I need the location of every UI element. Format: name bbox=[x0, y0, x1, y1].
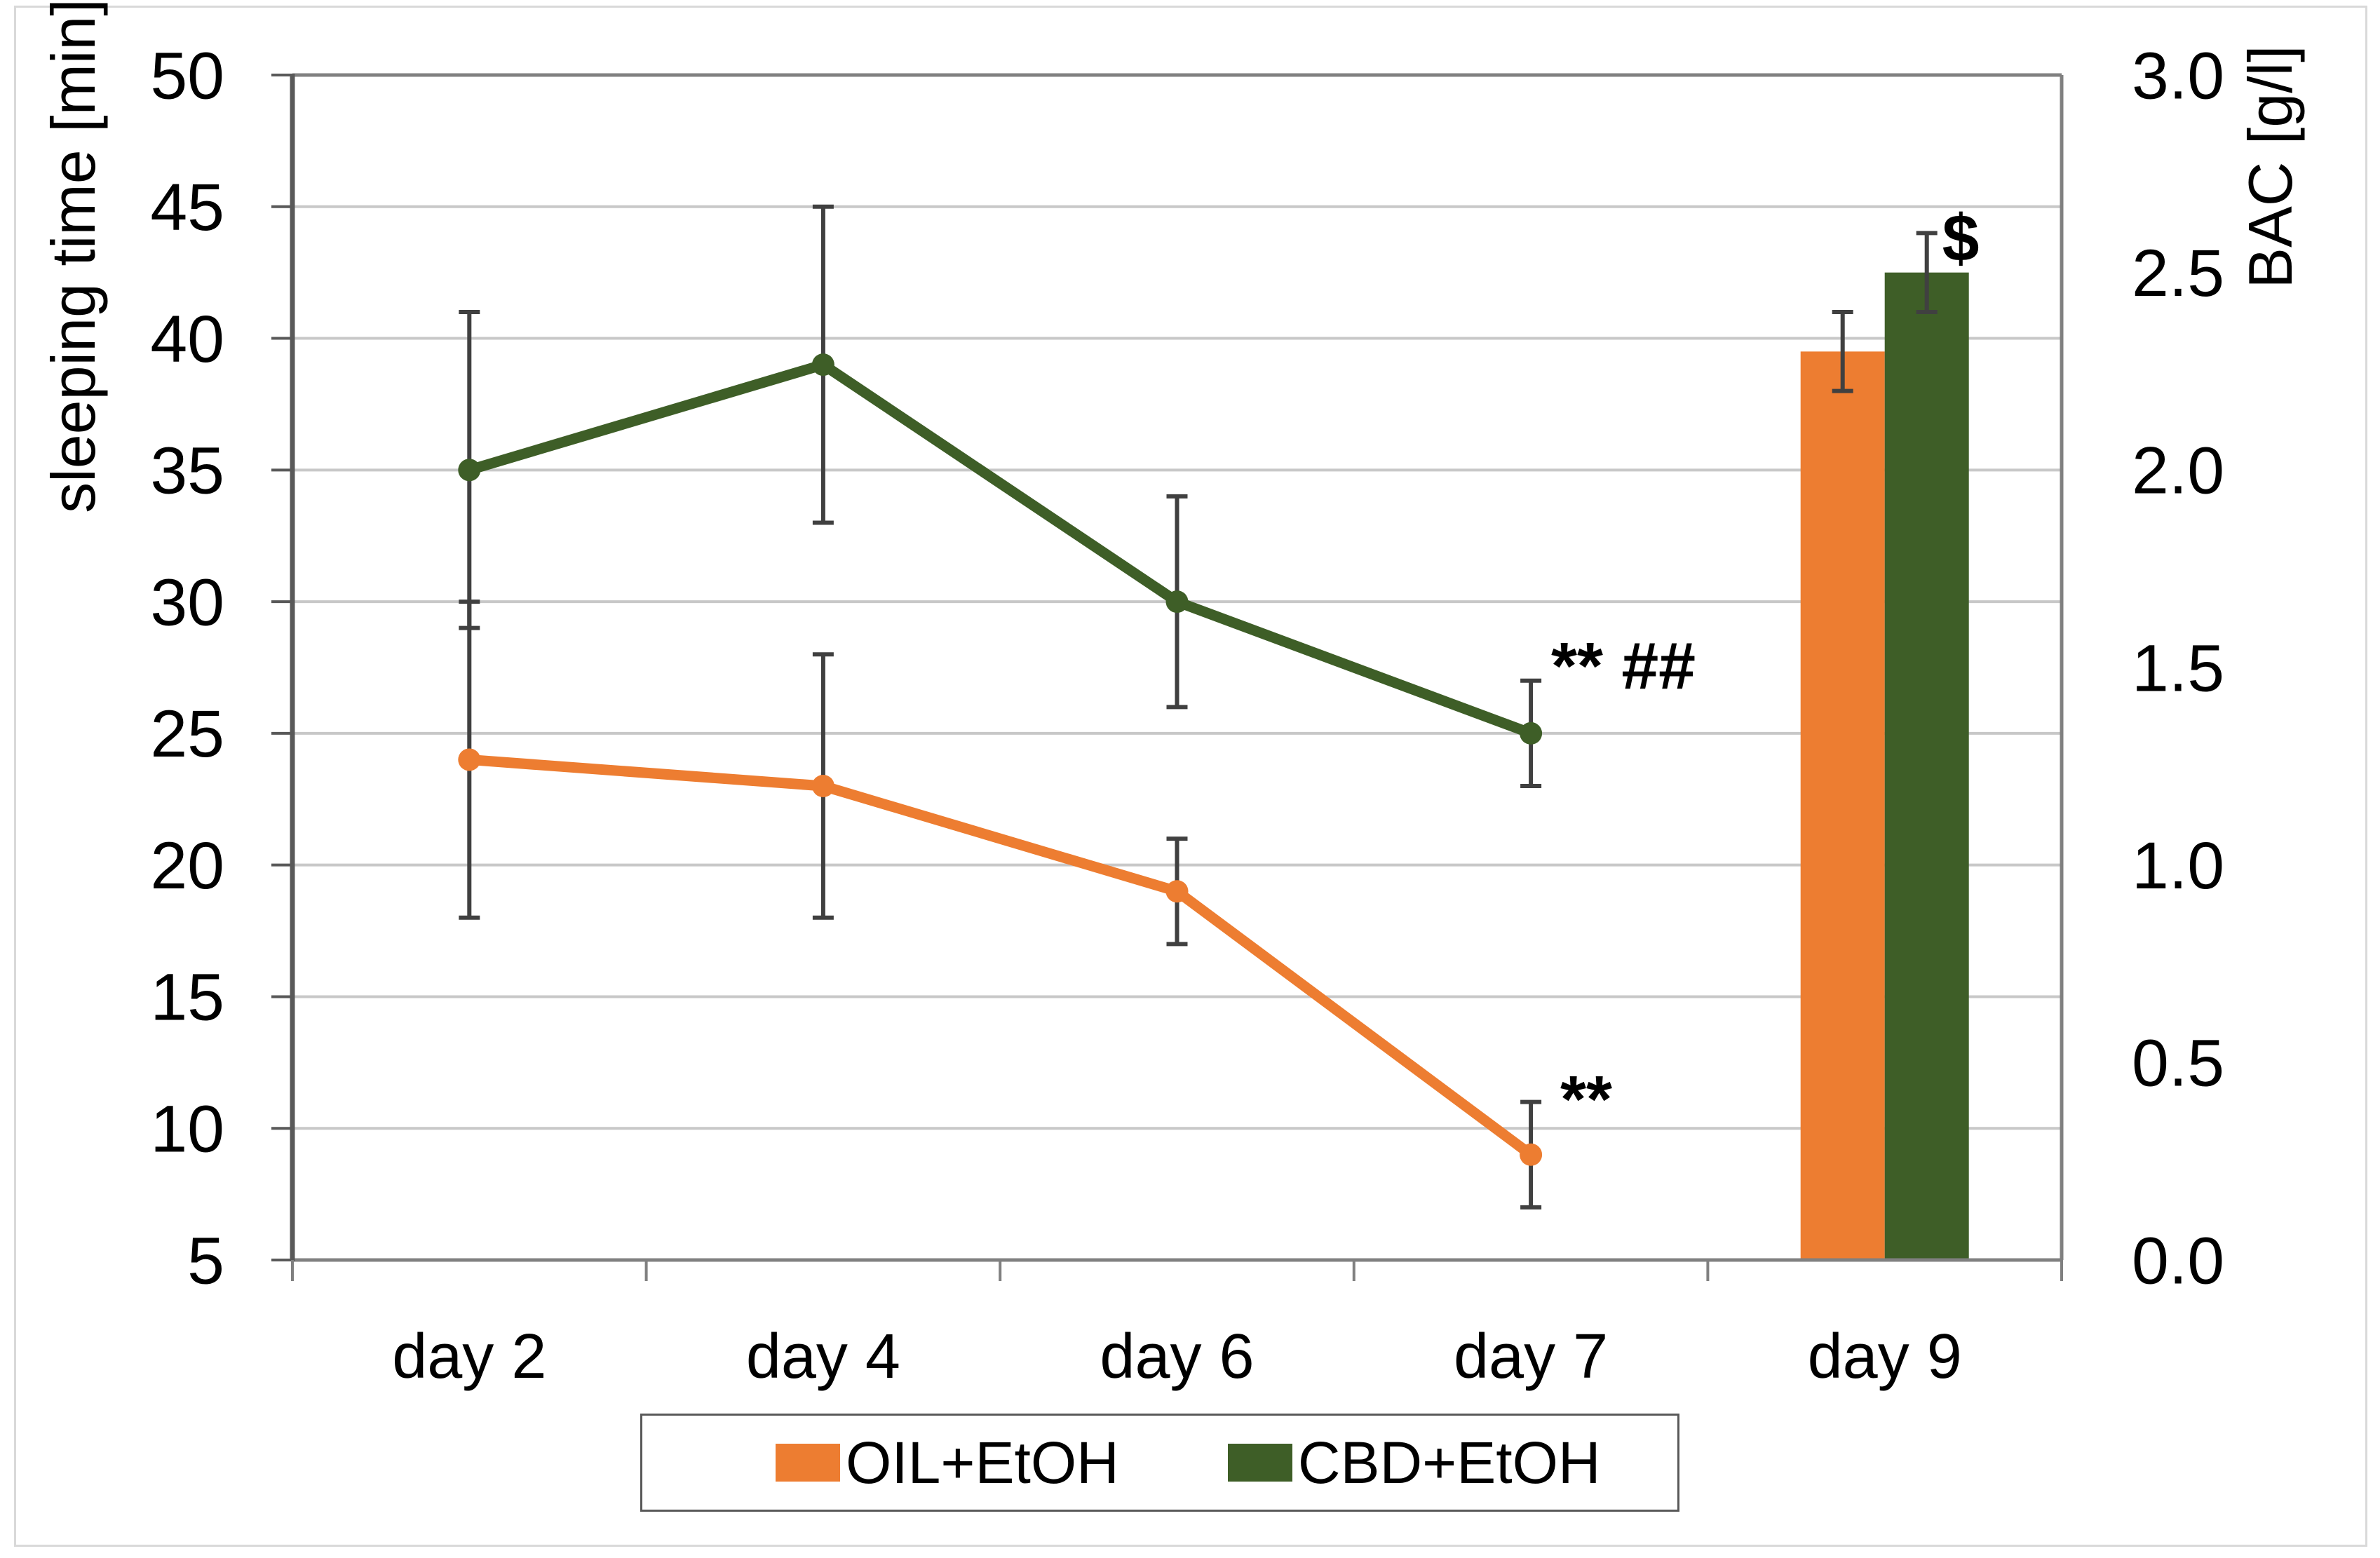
right-axis-title: BAC [g/l] bbox=[2236, 45, 2305, 288]
legend-item-cbd: CBD+EtOH bbox=[1227, 1430, 1601, 1496]
cbd-marker bbox=[1165, 590, 1189, 614]
annotation-cbd-day7: ** ## bbox=[1551, 629, 1696, 703]
oil-bar bbox=[1800, 351, 1885, 1260]
left-tick-label: 25 bbox=[150, 697, 224, 771]
oil-marker bbox=[811, 775, 834, 797]
left-axis-title: sleeping time [min] bbox=[39, 0, 108, 513]
oil-marker bbox=[458, 748, 481, 771]
cbd-marker bbox=[811, 353, 834, 377]
cbd-marker bbox=[458, 459, 481, 482]
x-category-label: day 2 bbox=[392, 1322, 546, 1392]
legend-item-oil: OIL+EtOH bbox=[776, 1433, 1119, 1492]
left-tick-label: 5 bbox=[187, 1224, 224, 1298]
left-tick-label: 35 bbox=[150, 434, 224, 508]
left-tick-label: 30 bbox=[150, 565, 224, 639]
right-tick-label: 2.5 bbox=[2132, 236, 2224, 311]
error-bars-group bbox=[459, 204, 1938, 1210]
x-category-label: day 4 bbox=[746, 1322, 900, 1392]
oil-marker bbox=[1520, 1143, 1543, 1166]
line-series-group bbox=[458, 353, 1543, 1166]
left-tick-label: 50 bbox=[150, 39, 224, 113]
annotation-oil-day7: ** bbox=[1560, 1062, 1612, 1137]
oil-marker bbox=[1165, 880, 1189, 903]
chart-legend: OIL+EtOH CBD+EtOH bbox=[640, 1414, 1679, 1512]
cbd-line bbox=[468, 359, 1533, 738]
oil-legend-label: OIL+EtOH bbox=[846, 1430, 1119, 1496]
right-tick-label: 2.0 bbox=[2132, 434, 2224, 508]
right-tick-label: 1.5 bbox=[2132, 631, 2224, 705]
cbd-bar bbox=[1884, 272, 1969, 1261]
axes-group bbox=[271, 73, 2064, 1281]
cbd-marker bbox=[1520, 722, 1543, 745]
bars-group bbox=[1800, 272, 1969, 1261]
gridlines-group bbox=[292, 205, 2062, 1130]
left-tick-label: 40 bbox=[150, 302, 224, 377]
right-tick-label: 0.0 bbox=[2132, 1224, 2224, 1298]
left-tick-label: 15 bbox=[150, 961, 224, 1035]
left-tick-label: 20 bbox=[150, 829, 224, 903]
right-tick-label: 1.0 bbox=[2132, 829, 2224, 903]
tick-labels-group: 50 45 40 35 30 25 20 15 10 5 3.0 2.5 2.0 1.5 1.0 0.5 0.0… bbox=[150, 39, 2224, 1392]
x-category-label: day 7 bbox=[1454, 1322, 1608, 1392]
right-tick-label: 3.0 bbox=[2132, 39, 2224, 113]
left-tick-label: 45 bbox=[150, 170, 224, 245]
right-tick-label: 0.5 bbox=[2132, 1027, 2224, 1101]
cbd-legend-label: CBD+EtOH bbox=[1297, 1430, 1601, 1496]
oil-line bbox=[468, 754, 1534, 1159]
annotation-cbd-bar: $ bbox=[1942, 201, 1980, 276]
oil-legend-swatch bbox=[776, 1444, 840, 1482]
x-category-label: day 9 bbox=[1808, 1322, 1962, 1392]
left-tick-label: 10 bbox=[150, 1092, 224, 1166]
x-category-label: day 6 bbox=[1100, 1322, 1254, 1392]
cbd-legend-swatch bbox=[1227, 1444, 1292, 1482]
